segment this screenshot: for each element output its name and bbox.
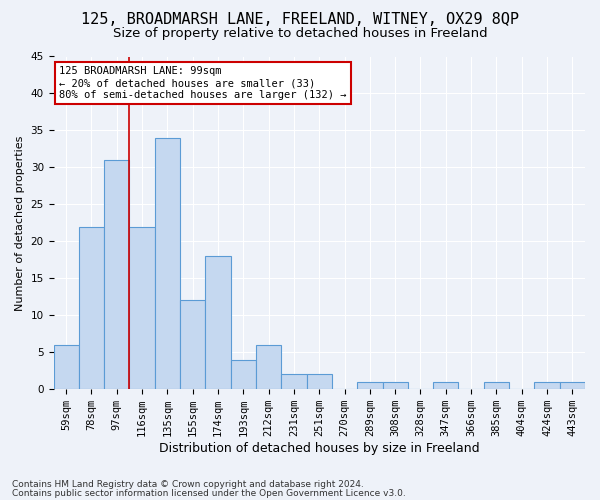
Bar	[281, 374, 307, 389]
Bar	[79, 226, 104, 389]
Bar	[357, 382, 383, 389]
Bar	[307, 374, 332, 389]
Bar	[256, 345, 281, 389]
Text: Size of property relative to detached houses in Freeland: Size of property relative to detached ho…	[113, 28, 487, 40]
Bar	[383, 382, 408, 389]
Text: 125, BROADMARSH LANE, FREELAND, WITNEY, OX29 8QP: 125, BROADMARSH LANE, FREELAND, WITNEY, …	[81, 12, 519, 26]
Bar	[560, 382, 585, 389]
Bar	[535, 382, 560, 389]
Bar	[180, 300, 205, 389]
Bar	[155, 138, 180, 389]
Bar	[230, 360, 256, 389]
Bar	[53, 345, 79, 389]
Bar	[104, 160, 130, 389]
Bar	[484, 382, 509, 389]
Bar	[433, 382, 458, 389]
Bar	[130, 226, 155, 389]
Text: 125 BROADMARSH LANE: 99sqm
← 20% of detached houses are smaller (33)
80% of semi: 125 BROADMARSH LANE: 99sqm ← 20% of deta…	[59, 66, 346, 100]
Text: Contains public sector information licensed under the Open Government Licence v3: Contains public sector information licen…	[12, 489, 406, 498]
Text: Contains HM Land Registry data © Crown copyright and database right 2024.: Contains HM Land Registry data © Crown c…	[12, 480, 364, 489]
Y-axis label: Number of detached properties: Number of detached properties	[15, 135, 25, 310]
Bar	[205, 256, 230, 389]
X-axis label: Distribution of detached houses by size in Freeland: Distribution of detached houses by size …	[159, 442, 479, 455]
